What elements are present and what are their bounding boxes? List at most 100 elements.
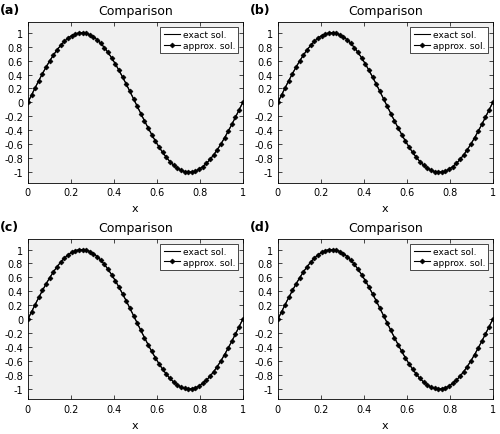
approx. sol. [352, 262, 358, 267]
exact sol. [153, 140, 159, 145]
exact sol. [458, 373, 464, 378]
approx. sol. [352, 46, 358, 51]
approx. sol. [312, 256, 318, 261]
exact sol. [186, 170, 192, 175]
approx. sol. [312, 40, 318, 45]
approx. sol. [25, 317, 31, 322]
approx. sol. [185, 170, 191, 175]
exact sol. [79, 31, 85, 36]
exact sol. [154, 357, 160, 362]
Legend: exact sol., approx. sol.: exact sol., approx. sol. [410, 244, 488, 270]
approx. sol. [90, 35, 96, 40]
approx. sol. [90, 251, 96, 256]
approx. sol. [333, 32, 339, 37]
Text: (a): (a) [0, 4, 20, 17]
approx. sol. [333, 248, 339, 253]
exact sol. [275, 101, 281, 106]
Text: (d): (d) [250, 220, 270, 233]
exact sol. [404, 141, 409, 146]
Line: exact sol.: exact sol. [278, 34, 493, 173]
exact sol. [276, 99, 281, 104]
approx. sol. [62, 40, 68, 45]
approx. sol. [490, 101, 496, 106]
Legend: exact sol., approx. sol.: exact sol., approx. sol. [160, 244, 238, 270]
Line: approx. sol.: approx. sol. [26, 32, 244, 174]
approx. sol. [62, 256, 68, 261]
exact sol. [240, 101, 246, 106]
exact sol. [407, 147, 413, 152]
Legend: exact sol., approx. sol.: exact sol., approx. sol. [410, 28, 488, 54]
approx. sol. [98, 258, 103, 263]
approx. sol. [164, 372, 170, 377]
approx. sol. [98, 42, 103, 47]
exact sol. [329, 247, 335, 253]
X-axis label: x: x [132, 420, 138, 430]
X-axis label: x: x [382, 204, 388, 214]
approx. sol. [83, 32, 89, 37]
exact sol. [186, 386, 192, 391]
approx. sol. [275, 317, 281, 322]
approx. sol. [185, 386, 191, 391]
Line: exact sol.: exact sol. [28, 250, 243, 389]
approx. sol. [275, 101, 281, 106]
approx. sol. [435, 170, 441, 175]
approx. sol. [414, 372, 420, 377]
exact sol. [407, 363, 413, 368]
exact sol. [436, 386, 442, 391]
exact sol. [458, 157, 464, 162]
approx. sol. [240, 101, 246, 106]
Title: Comparison: Comparison [98, 5, 172, 18]
exact sol. [79, 247, 85, 253]
approx. sol. [435, 386, 441, 391]
approx. sol. [102, 262, 107, 267]
approx. sol. [414, 155, 420, 161]
exact sol. [436, 170, 442, 175]
exact sol. [26, 99, 32, 104]
approx. sol. [164, 155, 170, 161]
exact sol. [157, 147, 163, 152]
exact sol. [329, 31, 335, 36]
Line: exact sol.: exact sol. [28, 34, 243, 173]
approx. sol. [83, 248, 89, 253]
approx. sol. [330, 31, 336, 36]
Line: approx. sol.: approx. sol. [276, 248, 494, 391]
exact sol. [208, 373, 214, 378]
exact sol. [471, 353, 477, 358]
exact sol. [403, 356, 409, 362]
Title: Comparison: Comparison [348, 5, 422, 18]
Legend: exact sol., approx. sol.: exact sol., approx. sol. [160, 28, 238, 54]
exact sol. [157, 363, 163, 368]
exact sol. [221, 137, 227, 142]
Text: (c): (c) [0, 220, 19, 233]
X-axis label: x: x [382, 420, 388, 430]
Text: (b): (b) [250, 4, 270, 17]
exact sol. [153, 356, 159, 362]
exact sol. [490, 101, 496, 106]
exact sol. [26, 316, 32, 321]
approx. sol. [25, 101, 31, 106]
exact sol. [208, 157, 214, 162]
Title: Comparison: Comparison [98, 221, 172, 234]
approx. sol. [340, 35, 346, 40]
approx. sol. [80, 31, 86, 36]
X-axis label: x: x [132, 204, 138, 214]
exact sol. [404, 357, 409, 362]
approx. sol. [102, 46, 107, 51]
exact sol. [490, 317, 496, 322]
exact sol. [25, 317, 31, 322]
exact sol. [403, 140, 409, 145]
exact sol. [471, 137, 477, 142]
approx. sol. [330, 247, 336, 253]
Line: approx. sol.: approx. sol. [276, 32, 494, 174]
exact sol. [221, 353, 227, 358]
approx. sol. [490, 317, 496, 322]
exact sol. [25, 101, 31, 106]
approx. sol. [348, 42, 354, 47]
Line: exact sol.: exact sol. [278, 250, 493, 389]
Line: approx. sol.: approx. sol. [26, 248, 244, 391]
approx. sol. [340, 251, 346, 256]
exact sol. [276, 316, 281, 321]
approx. sol. [348, 258, 354, 263]
exact sol. [275, 317, 281, 322]
exact sol. [154, 141, 160, 146]
